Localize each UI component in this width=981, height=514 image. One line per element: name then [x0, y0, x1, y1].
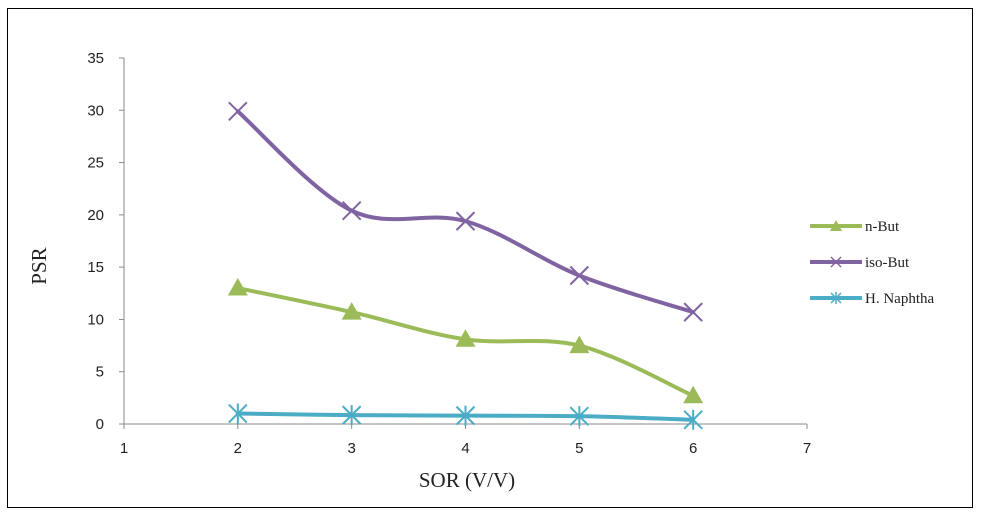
- series-h-naphtha: [228, 403, 703, 430]
- data-point-iso-but: [683, 302, 703, 322]
- marker-stroke: [341, 200, 362, 221]
- legend-marker: [830, 256, 842, 268]
- legend-marker: [830, 220, 842, 231]
- y-tick-label: 10: [87, 311, 104, 328]
- x-tick-label: 2: [234, 440, 242, 457]
- x-tick-label: 1: [120, 440, 128, 457]
- x-tick-label: 3: [347, 440, 355, 457]
- data-point-n-but: [683, 385, 704, 404]
- y-tick-label: 15: [87, 259, 104, 276]
- y-tick-label: 5: [96, 364, 104, 381]
- data-point-h-naphtha: [569, 406, 590, 427]
- data-point-n-but: [569, 335, 590, 354]
- legend: n-But iso-But H. Naphtha: [810, 219, 934, 307]
- y-tick-label: 25: [87, 155, 104, 172]
- x-tick-label: 6: [689, 440, 697, 457]
- axes-layer: 0 5 10 15 20 25 30 35 1 2 3 4 5 6 7: [87, 50, 811, 457]
- data-point-h-naphtha: [341, 405, 362, 426]
- y-tick-label: 35: [87, 50, 104, 67]
- x-tick-label: 5: [575, 440, 583, 457]
- x-tick-label: 7: [803, 440, 811, 457]
- x-tick-label: 4: [461, 440, 469, 457]
- legend-item-n-but: n-But: [810, 219, 900, 235]
- marker-stroke: [455, 211, 476, 231]
- marker-stroke: [228, 101, 248, 122]
- series-iso-but: [228, 101, 703, 322]
- legend-item-iso-but: iso-But: [810, 255, 910, 271]
- marker-stroke: [683, 302, 703, 322]
- y-tick-label: 30: [87, 102, 104, 119]
- legend-item-h-naphtha: H. Naphtha: [810, 291, 934, 307]
- y-tick-label: 20: [87, 207, 104, 224]
- data-point-n-but: [227, 278, 248, 296]
- data-point-iso-but: [228, 101, 248, 122]
- y-axis-title: PSR: [27, 247, 51, 284]
- data-point-n-but: [341, 302, 362, 320]
- legend-marker: [830, 292, 842, 304]
- series-line-iso-but: [235, 109, 696, 315]
- data-point-iso-but: [569, 265, 590, 286]
- data-point-iso-but: [341, 200, 362, 221]
- legend-label: n-But: [865, 219, 900, 235]
- series-layer: [227, 101, 704, 430]
- legend-label: iso-But: [865, 255, 910, 271]
- legend-label: H. Naphtha: [865, 291, 934, 307]
- data-point-n-but: [455, 329, 476, 347]
- series-n-but: [227, 278, 704, 404]
- data-point-h-naphtha: [228, 403, 248, 424]
- chart-frame: [7, 8, 973, 508]
- marker-stroke: [830, 256, 842, 268]
- data-point-iso-but: [455, 211, 476, 231]
- x-axis-title: SOR (V/V): [419, 468, 515, 492]
- data-point-h-naphtha: [455, 405, 476, 426]
- marker-stroke: [569, 265, 590, 286]
- data-point-h-naphtha: [683, 409, 703, 430]
- y-tick-label: 0: [96, 416, 104, 433]
